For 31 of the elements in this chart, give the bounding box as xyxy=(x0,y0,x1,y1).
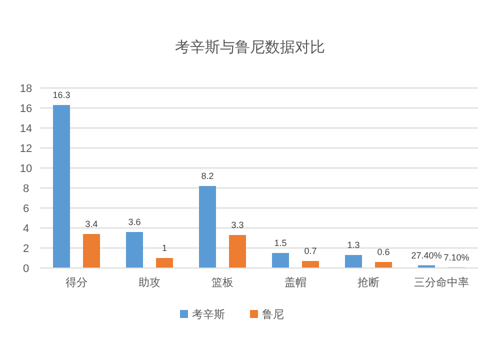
legend-label: 考辛斯 xyxy=(192,308,225,321)
x-tick-label: 篮板 xyxy=(212,277,234,289)
y-tick-label: 12 xyxy=(20,143,32,155)
data-label: 27.40% xyxy=(411,250,442,260)
data-label: 7.10% xyxy=(444,252,470,262)
y-tick-label: 6 xyxy=(22,203,30,215)
y-tick-label: 8 xyxy=(22,183,30,195)
data-label: 8.2 xyxy=(201,171,214,181)
x-tick-label: 得分 xyxy=(66,277,88,289)
y-tick-label: 18 xyxy=(20,83,32,95)
legend-label: 鲁尼 xyxy=(262,309,284,321)
y-tick-label: 16 xyxy=(20,103,32,115)
y-tick-label: 4 xyxy=(22,223,30,235)
x-tick-label: 盖帽 xyxy=(284,276,306,289)
y-tick-label: 14 xyxy=(20,123,32,135)
data-label: 1.3 xyxy=(347,240,360,250)
data-label: 16.3 xyxy=(52,90,70,100)
x-tick-label: 抢断 xyxy=(358,276,380,289)
x-tick-label: 助攻 xyxy=(138,276,160,289)
data-label: 1 xyxy=(162,243,168,253)
x-tick-label: 三分命中率 xyxy=(414,276,469,289)
chart-title: 考辛斯与鲁尼数据对比 xyxy=(175,39,325,56)
data-label: 3.6 xyxy=(128,217,141,227)
data-label: 3.4 xyxy=(85,219,98,229)
y-tick-label: 0 xyxy=(22,263,30,275)
y-tick-label: 10 xyxy=(20,163,32,175)
data-label: 3.3 xyxy=(231,220,244,230)
y-tick-label: 2 xyxy=(22,243,30,255)
data-label: 0.7 xyxy=(304,246,317,256)
data-label: 1.5 xyxy=(274,238,287,248)
data-label: 0.6 xyxy=(377,247,390,257)
